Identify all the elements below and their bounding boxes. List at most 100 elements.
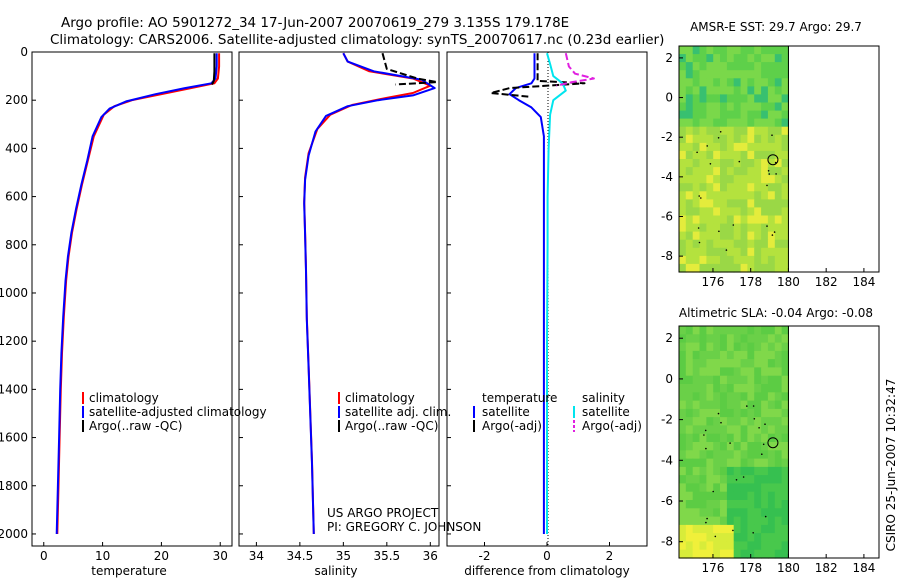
- map-cell-sla: [692, 342, 701, 352]
- lat-tick-label-sst: 0: [665, 91, 673, 105]
- lat-tick-label-sla: -8: [661, 535, 673, 549]
- map-cell-sla: [733, 450, 742, 460]
- map-cell-sla: [747, 408, 755, 418]
- map-cell-sst: [733, 231, 742, 241]
- map-cell-sla: [761, 458, 769, 468]
- legend-climatology: climatology: [89, 391, 159, 405]
- map-cell-sst: [733, 223, 742, 233]
- map-cell-sla: [781, 392, 789, 402]
- map-cell-sla: [685, 375, 694, 385]
- map-cell-sla: [726, 524, 735, 534]
- map-cell-sla: [733, 458, 742, 468]
- map-cell-sst: [679, 102, 687, 112]
- map-cell-sla: [706, 508, 714, 518]
- map-cell-sst: [733, 70, 742, 79]
- map-cell-sst: [761, 191, 769, 200]
- lon-tick-label-sst: 182: [815, 275, 838, 289]
- map-cell-sst: [713, 46, 721, 55]
- map-cell-sst: [761, 126, 769, 136]
- map-cell-sst: [692, 199, 701, 209]
- map-cell-sst: [740, 142, 748, 152]
- lat-tick-label-sst: -8: [661, 249, 673, 263]
- map-cell-sla: [740, 533, 748, 542]
- map-cell-sst: [720, 70, 728, 79]
- map-cell-sst: [713, 183, 721, 192]
- map-cell-sla: [726, 392, 735, 402]
- float-track-dot-sst: [709, 163, 712, 165]
- map-cell-sst: [740, 159, 748, 168]
- float-track-dot-sst: [706, 145, 708, 147]
- map-cell-sst: [706, 191, 714, 200]
- lat-tick-label-sla: 0: [665, 372, 673, 386]
- map-cell-sst: [747, 255, 755, 265]
- map-cell-sla: [726, 326, 735, 335]
- map-cell-sst: [720, 86, 728, 96]
- map-cell-sst: [733, 255, 742, 265]
- map-cell-sla: [761, 491, 769, 501]
- map-cell-sla: [706, 334, 714, 344]
- map-cell-sst: [747, 207, 755, 217]
- map-cell-sst: [679, 78, 687, 87]
- map-cell-sst: [781, 231, 789, 241]
- map-cell-sst: [699, 191, 707, 200]
- map-cell-sst: [733, 239, 742, 249]
- map-cell-sst: [767, 175, 776, 184]
- map-cell-sst: [679, 126, 687, 136]
- float-track-dot-sla: [717, 412, 720, 415]
- map-cell-sst: [740, 191, 748, 200]
- map-cell-sla: [679, 425, 687, 435]
- map-cell-sla: [713, 326, 721, 335]
- map-cell-sla: [699, 326, 707, 335]
- map-cell-sla: [706, 425, 714, 435]
- float-track-dot-sla: [735, 479, 738, 481]
- map-cell-sla: [767, 375, 776, 385]
- map-cell-sst: [754, 102, 762, 112]
- map-cell-sla: [761, 417, 769, 426]
- map-cell-sst: [679, 94, 687, 104]
- map-cell-sst: [781, 142, 789, 152]
- float-track-dot-sla: [705, 521, 707, 524]
- map-cell-sla: [679, 384, 687, 393]
- map-cell-sst: [754, 255, 762, 265]
- map-cell-sst: [774, 183, 783, 192]
- map-cell-sla: [761, 475, 769, 484]
- sla-map-frame: [678, 325, 880, 559]
- map-cell-sst: [692, 142, 701, 152]
- map-cell-sla: [685, 367, 694, 377]
- map-cell-sla: [699, 516, 707, 526]
- map-cell-sst: [679, 167, 687, 176]
- map-cell-sst: [692, 126, 701, 136]
- map-cell-sst: [747, 86, 755, 96]
- map-cell-sst: [767, 239, 776, 249]
- map-cell-sst: [767, 54, 776, 63]
- map-cell-sla: [774, 342, 783, 352]
- y-tick-label-depth: 1200: [0, 334, 28, 348]
- map-cell-sst: [692, 231, 701, 241]
- map-cell-sla: [754, 350, 762, 360]
- map-cell-sla: [733, 392, 742, 402]
- map-cell-sla: [720, 458, 728, 468]
- map-cell-sla: [726, 475, 735, 484]
- map-cell-sla: [699, 533, 707, 542]
- map-cell-sst: [747, 62, 755, 71]
- map-cell-sla: [767, 491, 776, 501]
- map-cell-sla: [774, 433, 783, 443]
- map-cell-sst: [761, 247, 769, 257]
- map-cell-sst: [733, 215, 742, 225]
- sst-map-title: AMSR-E SST: 29.7 Argo: 29.7: [690, 20, 862, 34]
- map-cell-sst: [747, 94, 755, 104]
- map-cell-sst: [699, 110, 707, 120]
- x-tick-label-temperature: 20: [154, 549, 169, 563]
- map-cell-sst: [747, 175, 755, 184]
- map-cell-sla: [720, 326, 728, 335]
- map-cell-sla: [685, 549, 694, 559]
- legend-sal-satellite: satellite adj. clim.: [345, 405, 451, 419]
- map-cell-sst: [740, 223, 748, 233]
- map-cell-sst: [726, 142, 735, 152]
- map-cell-sla: [761, 392, 769, 402]
- map-cell-sst: [774, 86, 783, 96]
- map-cell-sla: [699, 384, 707, 393]
- map-cell-sla: [781, 408, 789, 418]
- map-cell-sst: [767, 255, 776, 265]
- map-cell-sla: [740, 466, 748, 476]
